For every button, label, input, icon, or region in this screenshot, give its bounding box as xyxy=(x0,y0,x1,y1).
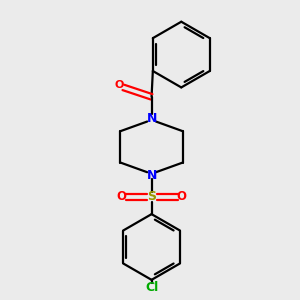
Text: O: O xyxy=(176,190,186,203)
Text: S: S xyxy=(147,190,156,203)
Text: N: N xyxy=(146,169,157,182)
Text: Cl: Cl xyxy=(145,281,158,294)
Text: O: O xyxy=(115,80,124,90)
Text: N: N xyxy=(146,112,157,125)
Text: O: O xyxy=(117,190,127,203)
